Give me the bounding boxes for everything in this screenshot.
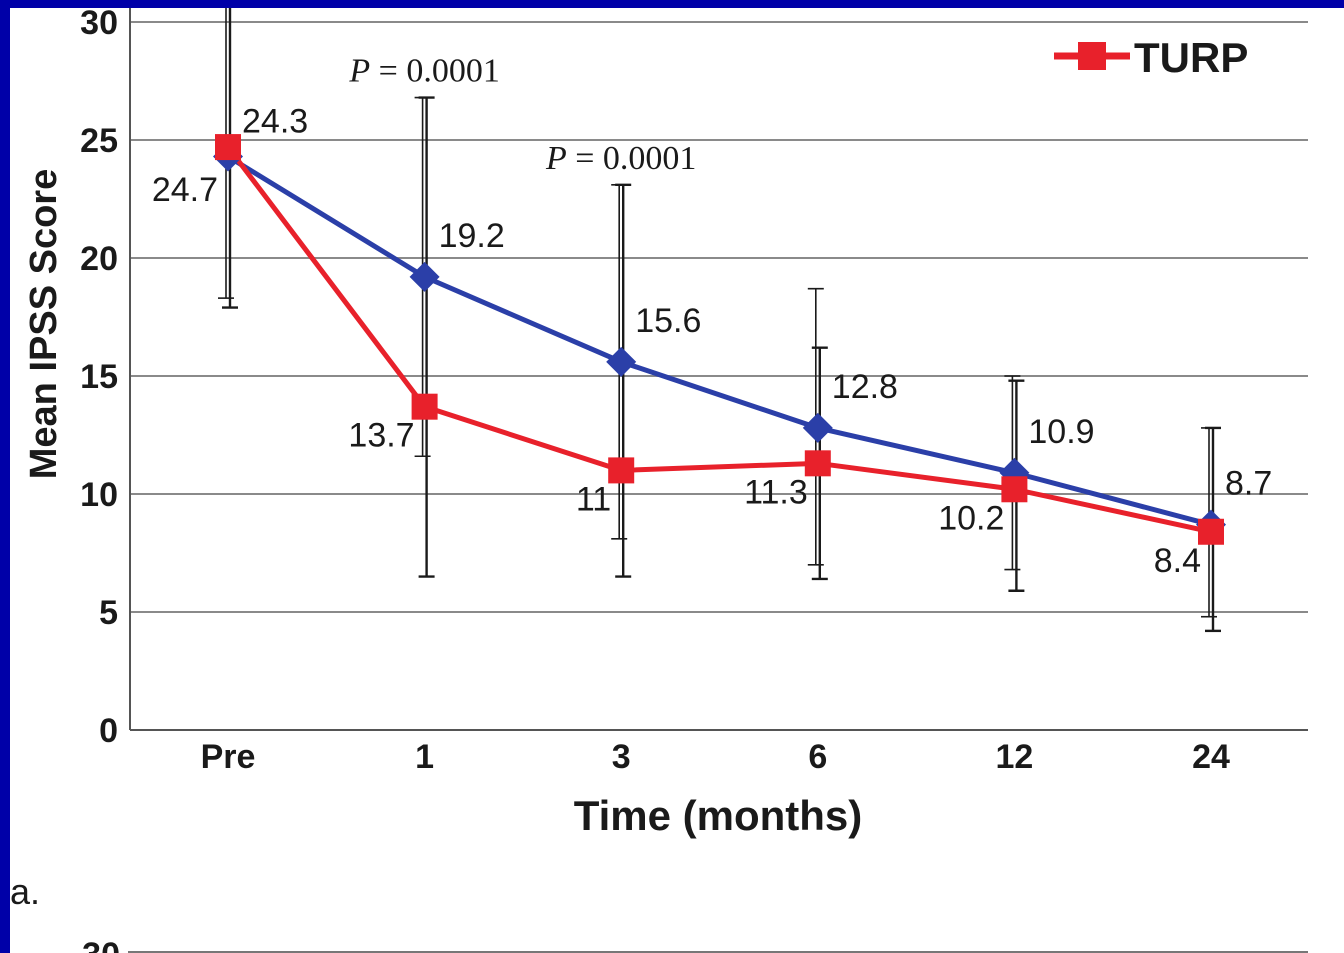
axes: [129, 8, 1308, 731]
legend-label-turp: TURP: [1134, 34, 1248, 81]
y-tick-20: 20: [80, 240, 118, 278]
panel-label: a.: [10, 871, 40, 912]
x-tick-12: 12: [995, 738, 1033, 776]
data-label-turp-0: 24.7: [152, 171, 218, 209]
data-label-series1-2: 15.6: [635, 302, 701, 340]
next-panel-y-tick: 30: [82, 936, 120, 953]
square-marker-1: [411, 393, 438, 420]
x-tick-labels: Pre 1 3 6 12 24: [201, 738, 1230, 776]
series-markers: [213, 134, 1226, 545]
data-label-turp-4: 10.2: [938, 499, 1004, 537]
ipss-line-chart: 0 5 10 15 20 25 30 Pre 1 3 6 12 24 24.3 19.2 15.6 12.8…: [10, 8, 1308, 953]
p-value-annotations: P = 0.0001 P = 0.0001: [348, 53, 696, 177]
data-label-turp-1: 13.7: [348, 417, 414, 455]
square-marker-5: [1198, 518, 1224, 545]
p-value-annotation-0: P = 0.0001: [348, 53, 499, 90]
y-tick-15: 15: [80, 358, 118, 396]
x-tick-3: 3: [612, 738, 631, 776]
y-tick-10: 10: [80, 476, 118, 514]
x-tick-1: 1: [415, 738, 434, 776]
data-label-series1-5: 8.7: [1225, 465, 1272, 503]
y-tick-30: 30: [80, 8, 118, 42]
y-tick-5: 5: [99, 594, 118, 632]
data-label-series1-4: 10.9: [1028, 413, 1094, 451]
legend: TURP: [1054, 34, 1248, 81]
chart-panel: 0 5 10 15 20 25 30 Pre 1 3 6 12 24 24.3 19.2 15.6 12.8…: [10, 8, 1344, 953]
data-label-series1-3: 12.8: [832, 368, 898, 406]
y-tick-0: 0: [99, 712, 118, 750]
square-marker-3: [804, 450, 831, 477]
square-marker-4: [1001, 476, 1028, 503]
square-marker-0: [215, 134, 241, 161]
data-labels: 24.3 19.2 15.6 12.8 10.9 8.7 24.7 13.7 11 11.3 10.…: [152, 103, 1272, 580]
data-label-turp-3: 11.3: [744, 473, 808, 511]
series-line-turp: [226, 145, 1212, 535]
x-tick-24: 24: [1192, 738, 1230, 776]
x-tick-6: 6: [808, 738, 827, 776]
series-lines: [226, 145, 1212, 535]
p-value-annotation-1: P = 0.0001: [545, 140, 696, 177]
x-tick-Pre: Pre: [201, 738, 256, 776]
diamond-marker-1: [409, 261, 440, 292]
series-line-series-0: [226, 154, 1212, 528]
data-label-series1-0: 24.3: [242, 103, 308, 141]
data-label-turp-5: 8.4: [1154, 542, 1201, 580]
y-tick-labels: 0 5 10 15 20 25 30: [80, 8, 118, 750]
square-marker-2: [608, 457, 635, 484]
data-label-series1-1: 19.2: [439, 217, 505, 255]
diamond-marker-2: [606, 346, 637, 377]
diamond-marker-3: [802, 412, 833, 443]
data-label-turp-2: 11: [576, 480, 611, 518]
y-axis-label: Mean IPSS Score: [23, 169, 65, 479]
x-axis-label: Time (months): [574, 792, 863, 839]
error-bars: [218, 8, 1221, 633]
y-tick-25: 25: [80, 122, 118, 160]
gridlines: [130, 21, 1308, 613]
legend-marker-turp: [1078, 42, 1106, 70]
